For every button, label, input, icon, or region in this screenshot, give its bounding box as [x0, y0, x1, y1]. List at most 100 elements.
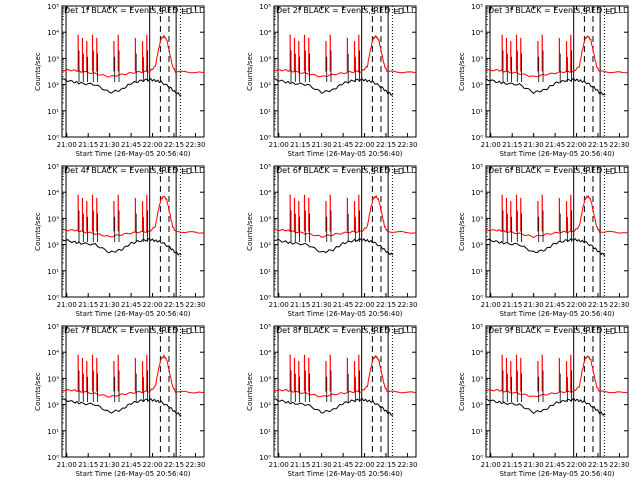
y-tick-label: 10¹: [259, 428, 271, 436]
series-lld-line: [485, 35, 629, 78]
interval-label-s: S: [159, 167, 164, 176]
interval-label-ld: LD: [181, 327, 192, 336]
x-tick-label: 21:00: [269, 461, 289, 469]
series-lld-line: [273, 355, 417, 398]
y-tick-label: 10⁴: [47, 349, 59, 357]
x-tick-label: 21:15: [290, 141, 310, 149]
x-tick-label: 21:30: [100, 461, 120, 469]
x-tick-label: 21:00: [57, 301, 77, 309]
x-tick-label: 22:00: [566, 461, 586, 469]
x-tick-label: 21:45: [121, 461, 141, 469]
x-axis-label: Start Time (26-May-05 20:56:40): [75, 470, 190, 478]
x-axis-label: Start Time (26-May-05 20:56:40): [499, 310, 614, 318]
plot-frame: [273, 165, 417, 298]
plot-frame: [61, 325, 205, 458]
x-axis-label: Start Time (26-May-05 20:56:40): [287, 150, 402, 158]
panel-title: Det 9f BLACK = Events, RED = LLD: [488, 326, 629, 335]
x-tick-label: 21:15: [78, 461, 98, 469]
x-tick-label: 21:45: [121, 301, 141, 309]
x-tick-label: 21:00: [269, 141, 289, 149]
x-tick-label: 22:00: [566, 301, 586, 309]
plot-frame: [273, 325, 417, 458]
panel-title: Det 7f BLACK = Events, RED = LLD: [64, 326, 205, 335]
x-tick-label: 22:30: [185, 301, 205, 309]
y-tick-label: 10²: [471, 242, 483, 250]
x-tick-label: 21:30: [524, 141, 544, 149]
y-tick-label: 10²: [259, 402, 271, 410]
y-tick-label: 10²: [471, 82, 483, 90]
y-tick-label: 10⁰: [471, 294, 483, 302]
y-tick-label: 10²: [47, 402, 59, 410]
y-tick-label: 10²: [259, 242, 271, 250]
x-tick-label: 22:15: [376, 141, 396, 149]
y-tick-label: 10³: [47, 215, 59, 223]
y-tick-label: 10⁰: [471, 134, 483, 142]
panel-title: Det 6f BLACK = Events, RED = LLD: [488, 166, 629, 175]
series-events-line: [273, 238, 394, 256]
x-tick-label: 22:00: [354, 461, 374, 469]
y-tick-label: 10⁰: [47, 454, 59, 462]
y-tick-label: 10⁴: [471, 349, 483, 357]
x-tick-label: 21:15: [78, 301, 98, 309]
x-tick-label: 21:45: [333, 301, 353, 309]
interval-label-s: S: [371, 7, 376, 16]
x-tick-label: 22:30: [185, 141, 205, 149]
plot-frame: [273, 5, 417, 138]
x-tick-label: 21:45: [545, 301, 565, 309]
y-tick-label: 10³: [259, 55, 271, 63]
interval-label-ld: LD: [181, 167, 192, 176]
y-tick-label: 10⁵: [471, 163, 483, 171]
x-tick-label: 22:15: [376, 301, 396, 309]
x-tick-label: 21:30: [100, 301, 120, 309]
y-tick-label: 10⁵: [471, 323, 483, 331]
x-tick-label: 21:30: [100, 141, 120, 149]
x-tick-label: 21:30: [524, 301, 544, 309]
y-axis-label: Counts/sec: [34, 372, 42, 411]
panel-title: Det 6f BLACK = Events, RED = LLD: [276, 166, 417, 175]
y-tick-label: 10⁴: [259, 29, 271, 37]
y-tick-label: 10³: [471, 375, 483, 383]
x-tick-label: 21:15: [502, 301, 522, 309]
plot-frame: [485, 165, 629, 298]
y-axis-label: Counts/sec: [246, 52, 254, 91]
interval-label-s: S: [583, 7, 588, 16]
series-lld-line: [485, 355, 629, 398]
y-tick-label: 10²: [47, 82, 59, 90]
y-tick-label: 10²: [259, 82, 271, 90]
y-axis-label: Counts/sec: [246, 372, 254, 411]
y-tick-label: 10⁵: [47, 163, 59, 171]
y-tick-label: 10⁰: [259, 294, 271, 302]
x-tick-label: 21:45: [121, 141, 141, 149]
x-tick-label: 22:00: [142, 461, 162, 469]
x-tick-label: 21:00: [57, 141, 77, 149]
x-tick-label: 22:30: [397, 461, 417, 469]
interval-label-s: S: [159, 7, 164, 16]
x-tick-label: 22:30: [609, 301, 629, 309]
interval-label-ld: LD: [181, 7, 192, 16]
x-tick-label: 21:30: [312, 461, 332, 469]
interval-label-s: S: [583, 327, 588, 336]
y-tick-label: 10¹: [471, 268, 483, 276]
x-tick-label: 22:30: [185, 461, 205, 469]
y-tick-label: 10³: [471, 55, 483, 63]
x-tick-label: 22:15: [164, 461, 184, 469]
plot-frame: [485, 325, 629, 458]
x-tick-label: 21:30: [312, 141, 332, 149]
x-tick-label: 21:15: [290, 301, 310, 309]
y-tick-label: 10²: [47, 242, 59, 250]
y-tick-label: 10⁰: [47, 134, 59, 142]
series-lld-line: [61, 353, 205, 398]
x-tick-label: 21:00: [269, 301, 289, 309]
y-tick-label: 10¹: [471, 108, 483, 116]
panel-title: Det 4f BLACK = Events, RED = LLD: [64, 166, 205, 175]
x-tick-label: 21:00: [481, 301, 501, 309]
x-axis-label: Start Time (26-May-05 20:56:40): [499, 150, 614, 158]
panel-title: Det 8f BLACK = Events, RED = LLD: [276, 326, 417, 335]
y-tick-label: 10³: [47, 55, 59, 63]
series-events-line: [485, 77, 606, 96]
y-tick-label: 10⁴: [47, 29, 59, 37]
